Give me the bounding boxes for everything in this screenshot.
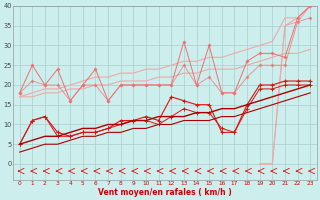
X-axis label: Vent moyen/en rafales ( km/h ): Vent moyen/en rafales ( km/h ) — [98, 188, 232, 197]
